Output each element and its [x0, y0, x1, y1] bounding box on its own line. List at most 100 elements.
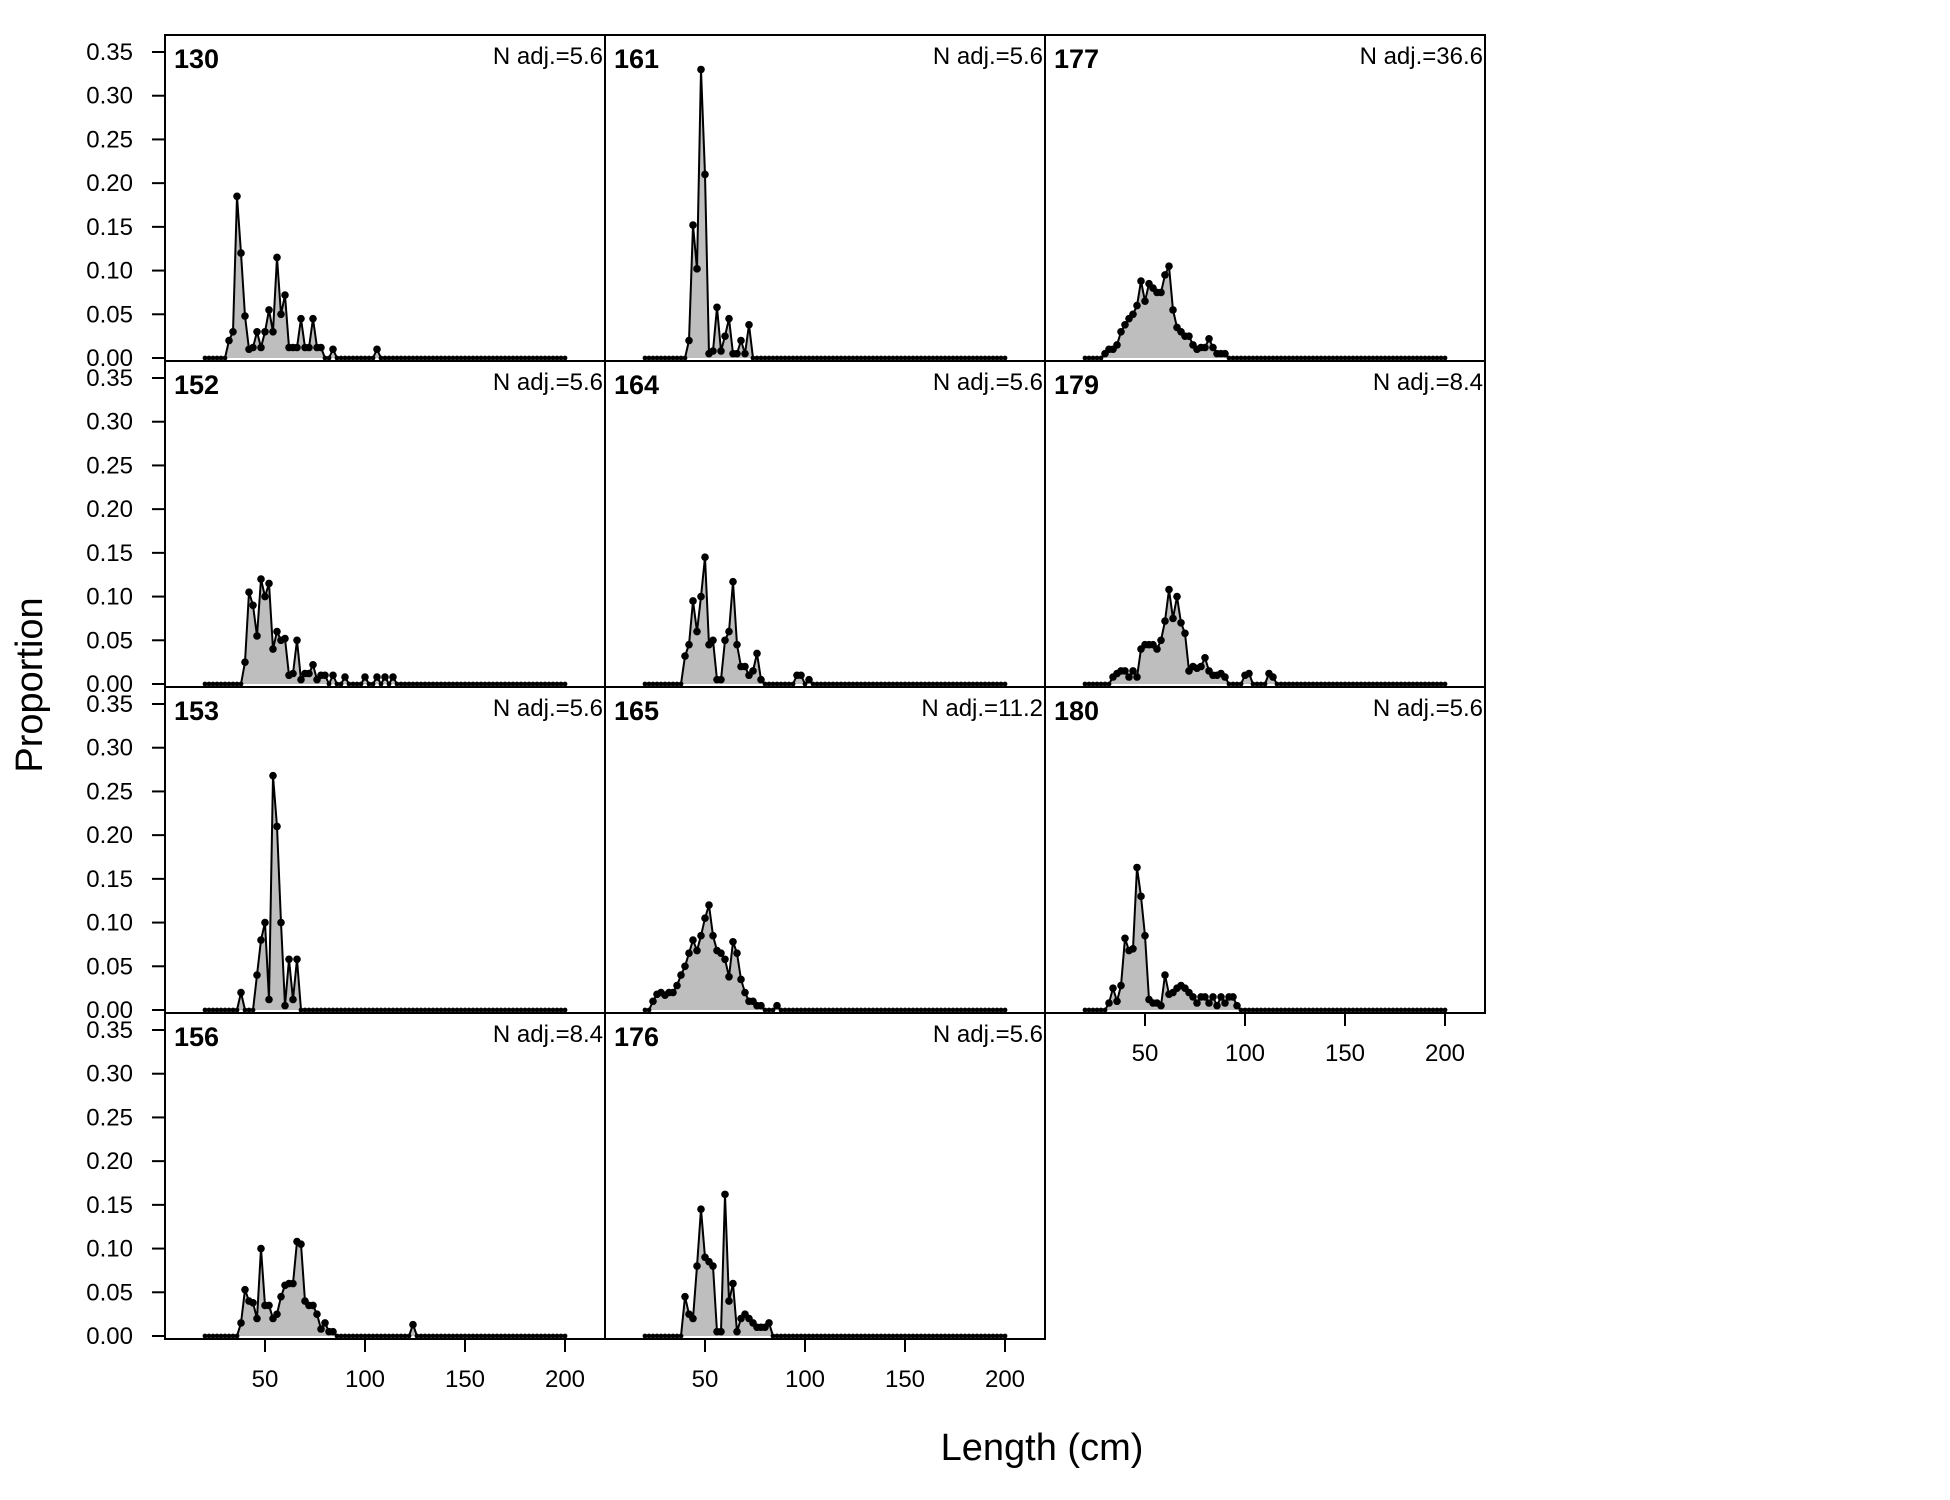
data-point: [701, 553, 709, 562]
data-point: [902, 1333, 908, 1339]
data-point: [502, 1007, 508, 1013]
data-point: [982, 1333, 988, 1339]
x-tick-label: 100: [345, 1366, 385, 1393]
data-point: [309, 314, 317, 323]
data-point: [934, 681, 940, 687]
data-point: [910, 681, 916, 687]
data-point: [538, 1333, 544, 1339]
data-point: [534, 355, 540, 361]
data-point: [1330, 355, 1336, 361]
data-point: [1141, 931, 1149, 940]
data-point: [830, 681, 836, 687]
data-point: [670, 681, 676, 687]
data-point: [382, 355, 388, 361]
y-tick-label: 0.00: [86, 1323, 133, 1350]
data-point: [546, 681, 552, 687]
data-point: [530, 355, 536, 361]
data-point: [530, 1007, 536, 1013]
data-point: [689, 597, 697, 605]
data-point: [874, 681, 880, 687]
data-point: [233, 192, 241, 201]
data-point: [914, 1333, 920, 1339]
data-point: [662, 355, 668, 361]
data-point: [670, 355, 676, 361]
area-fill: [645, 905, 1005, 1010]
data-point: [378, 1333, 384, 1339]
data-point: [826, 355, 832, 361]
data-point: [662, 681, 668, 687]
data-point: [1234, 681, 1240, 687]
data-point: [253, 632, 261, 640]
data-point: [774, 355, 780, 361]
data-point: [1209, 993, 1217, 1001]
data-point: [1346, 681, 1352, 687]
data-point: [1410, 1007, 1416, 1013]
data-point: [1294, 1007, 1300, 1013]
y-tick-label: 0.10: [86, 258, 133, 285]
data-point: [794, 1333, 800, 1339]
data-point: [946, 681, 952, 687]
data-point: [1105, 999, 1113, 1007]
data-point: [305, 669, 313, 678]
data-point: [798, 1007, 804, 1013]
data-point: [998, 355, 1004, 361]
data-point: [434, 681, 440, 687]
data-point: [334, 1333, 340, 1339]
data-point: [790, 681, 796, 687]
data-point: [373, 345, 381, 354]
data-point: [386, 681, 392, 687]
data-point: [1137, 277, 1145, 285]
data-point: [394, 1007, 400, 1013]
data-point: [1418, 355, 1424, 361]
data-point: [1090, 355, 1096, 361]
data-point: [466, 1333, 472, 1339]
data-point: [442, 1333, 448, 1339]
data-point: [842, 681, 848, 687]
data-point: [697, 931, 705, 940]
data-point: [218, 681, 224, 687]
data-point: [426, 1007, 432, 1013]
data-point: [237, 249, 245, 257]
data-point: [326, 1007, 332, 1013]
data-point: [334, 1007, 340, 1013]
data-point: [450, 355, 456, 361]
data-point: [930, 1333, 936, 1339]
data-point: [358, 355, 364, 361]
data-point: [522, 681, 528, 687]
data-point: [269, 771, 277, 780]
data-point: [914, 355, 920, 361]
data-point: [253, 971, 261, 979]
data-point: [1314, 355, 1320, 361]
data-point: [1298, 1007, 1304, 1013]
data-point: [1201, 343, 1209, 352]
data-point: [249, 1298, 257, 1307]
data-point: [766, 1007, 772, 1013]
data-point: [293, 636, 301, 645]
data-point: [370, 681, 376, 687]
data-point: [309, 1301, 317, 1310]
data-point: [1290, 355, 1296, 361]
data-point: [438, 1007, 444, 1013]
data-point: [1262, 355, 1268, 361]
data-point: [878, 1333, 884, 1339]
data-point: [542, 681, 548, 687]
data-point: [502, 681, 508, 687]
data-point: [486, 1007, 492, 1013]
data-point: [1117, 981, 1125, 990]
data-point: [646, 681, 652, 687]
data-point: [878, 681, 884, 687]
panel-id-label: 176: [614, 1022, 659, 1052]
data-point: [1342, 1007, 1348, 1013]
y-axis-title: Proportion: [9, 597, 51, 772]
data-point: [474, 355, 480, 361]
data-point: [498, 681, 504, 687]
data-point: [214, 681, 220, 687]
data-point: [226, 1007, 232, 1013]
data-point: [542, 1333, 548, 1339]
data-point: [406, 355, 412, 361]
data-point: [1094, 1007, 1100, 1013]
data-point: [402, 1007, 408, 1013]
data-point: [1002, 1007, 1008, 1013]
data-point: [766, 681, 772, 687]
data-point: [374, 1333, 380, 1339]
